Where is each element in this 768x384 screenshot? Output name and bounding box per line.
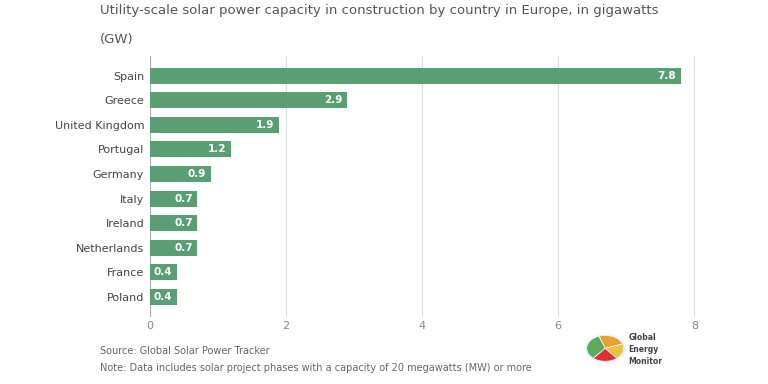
Bar xyxy=(150,190,197,207)
Bar xyxy=(150,68,680,84)
Text: Energy: Energy xyxy=(628,345,658,354)
Text: 2.9: 2.9 xyxy=(324,95,343,105)
Bar xyxy=(150,117,279,133)
Text: 0.4: 0.4 xyxy=(154,292,172,302)
Text: 1.9: 1.9 xyxy=(256,120,274,130)
Bar xyxy=(150,92,347,108)
Bar xyxy=(150,141,231,157)
Text: Note: Data includes solar project phases with a capacity of 20 megawatts (MW) or: Note: Data includes solar project phases… xyxy=(100,363,531,373)
Text: Monitor: Monitor xyxy=(628,357,662,366)
Text: (GW): (GW) xyxy=(100,33,134,46)
Text: 7.8: 7.8 xyxy=(657,71,676,81)
Text: 0.7: 0.7 xyxy=(174,218,193,228)
Wedge shape xyxy=(599,336,623,348)
Wedge shape xyxy=(605,344,624,358)
Wedge shape xyxy=(594,348,617,361)
Bar xyxy=(150,166,211,182)
Bar xyxy=(150,289,177,305)
Text: Utility-scale solar power capacity in construction by country in Europe, in giga: Utility-scale solar power capacity in co… xyxy=(100,4,658,17)
Bar xyxy=(150,240,197,256)
Wedge shape xyxy=(587,336,605,358)
Text: 0.7: 0.7 xyxy=(174,194,193,204)
Text: Global: Global xyxy=(628,333,656,342)
Text: 1.2: 1.2 xyxy=(208,144,227,154)
Text: 0.9: 0.9 xyxy=(188,169,207,179)
Bar xyxy=(150,215,197,231)
Text: 0.7: 0.7 xyxy=(174,243,193,253)
Circle shape xyxy=(585,334,625,362)
Bar xyxy=(150,264,177,280)
Text: Source: Global Solar Power Tracker: Source: Global Solar Power Tracker xyxy=(100,346,270,356)
Text: 0.4: 0.4 xyxy=(154,267,172,277)
